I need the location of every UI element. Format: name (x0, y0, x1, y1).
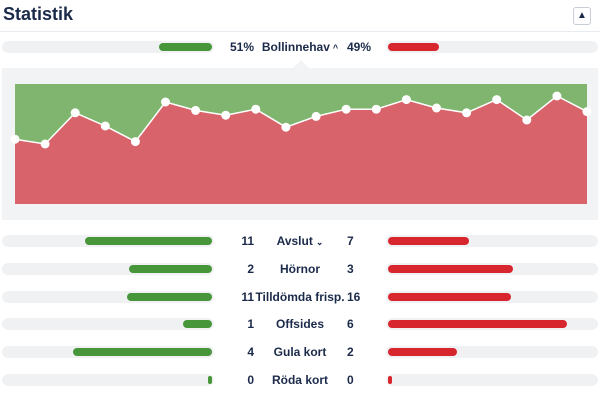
away-bar-track (386, 41, 598, 53)
stat-label-text: Röda kort (271, 373, 328, 387)
away-bar-track (386, 291, 598, 303)
home-value: 0 (247, 373, 254, 387)
data-point (432, 103, 441, 113)
data-point (281, 122, 291, 132)
home-bar-fill (183, 320, 212, 328)
home-value: 1 (247, 317, 254, 331)
home-bar-track (2, 318, 214, 330)
stat-row: 2 Hörnor 3 (0, 261, 600, 277)
home-bar-track (2, 291, 214, 303)
data-point (40, 139, 50, 149)
away-value: 7 (347, 234, 354, 248)
data-point (462, 108, 472, 118)
stat-label: Gula kort (240, 344, 360, 360)
away-bar-fill (388, 293, 511, 301)
home-value: 4 (247, 345, 254, 359)
stat-row-possession: 51% Bollinnehav ^ 49% (0, 39, 600, 55)
possession-chart-svg (10, 84, 592, 204)
away-value: 16 (347, 290, 361, 304)
page-title: Statistik (3, 4, 74, 24)
stat-label-text: Tilldömda frisp. (255, 290, 345, 304)
away-bar-track (386, 235, 598, 247)
data-point (161, 97, 170, 107)
away-value: 6 (347, 317, 354, 331)
home-bar-fill (129, 265, 212, 273)
stat-label: Tilldömda frisp. (240, 289, 360, 305)
home-bar-fill (127, 293, 212, 301)
away-value: 0 (347, 373, 354, 387)
home-bar-track (2, 235, 214, 247)
header-divider (0, 31, 600, 32)
stat-row: 4 Gula kort 2 (0, 344, 600, 360)
home-bar-fill (159, 43, 212, 51)
away-value: 2 (347, 345, 354, 359)
away-bar-fill (388, 43, 439, 51)
data-point (10, 134, 20, 144)
away-bar-track (386, 374, 598, 386)
data-point (552, 91, 562, 101)
stat-label: Röda kort (240, 372, 360, 388)
chevron-up-icon: ^ (332, 43, 339, 53)
home-bar-fill (208, 376, 212, 384)
data-point (492, 95, 502, 105)
home-bar-fill (85, 237, 212, 245)
possession-toggle[interactable]: Bollinnehav ^ (240, 39, 360, 56)
home-bar-track (2, 374, 214, 386)
stat-label-text: Hörnor (280, 262, 320, 276)
home-bar-fill (73, 348, 212, 356)
home-bar-track (2, 263, 214, 275)
data-point (371, 104, 381, 114)
stat-label: Offsides (240, 316, 360, 332)
away-bar-fill (388, 376, 392, 384)
home-bar-track (2, 346, 214, 358)
data-point (582, 107, 592, 117)
collapse-button[interactable]: ▲ (573, 7, 591, 25)
data-point (251, 104, 261, 114)
home-value: 2 (247, 262, 254, 276)
away-bar-track (386, 346, 598, 358)
chevron-down-icon: ⌄ (315, 237, 324, 247)
data-point (341, 104, 351, 114)
stat-row: 1 Offsides 6 (0, 316, 600, 332)
away-bar-fill (388, 320, 567, 328)
away-value: 3 (347, 262, 354, 276)
home-bar-track (2, 41, 214, 53)
away-area (15, 96, 587, 204)
chart-pointer (293, 60, 309, 68)
stat-label: Bollinnehav (261, 40, 330, 54)
stat-row: 11 Avslut ⌄ 7 (0, 233, 600, 249)
stat-label: Hörnor (240, 261, 360, 277)
home-value: 51% (229, 40, 254, 54)
home-value: 11 (241, 290, 254, 304)
away-bar-fill (388, 265, 513, 273)
home-value: 11 (241, 234, 254, 248)
away-bar-track (386, 318, 598, 330)
data-point (191, 105, 201, 115)
chevron-up-icon: ▲ (577, 10, 587, 21)
away-bar-fill (388, 237, 469, 245)
away-bar-fill (388, 348, 457, 356)
data-point (311, 111, 321, 121)
data-point (221, 110, 231, 120)
stat-label-text: Offsides (275, 317, 324, 331)
data-point (522, 115, 532, 125)
stat-label[interactable]: Avslut ⌄ (240, 233, 360, 250)
data-point (130, 137, 140, 147)
away-value: 49% (347, 40, 372, 54)
away-bar-track (386, 263, 598, 275)
data-point (401, 95, 411, 105)
stat-row: 11 Tilldömda frisp. 16 (0, 289, 600, 305)
data-point (100, 121, 110, 131)
statistics-header: Statistik ▲ (0, 0, 600, 32)
stat-label-text: Avslut (276, 234, 313, 248)
stat-row: 0 Röda kort 0 (0, 372, 600, 388)
stat-label-text: Gula kort (273, 345, 327, 359)
possession-chart (2, 68, 598, 220)
possession-line (14, 95, 588, 145)
data-point (70, 108, 80, 118)
